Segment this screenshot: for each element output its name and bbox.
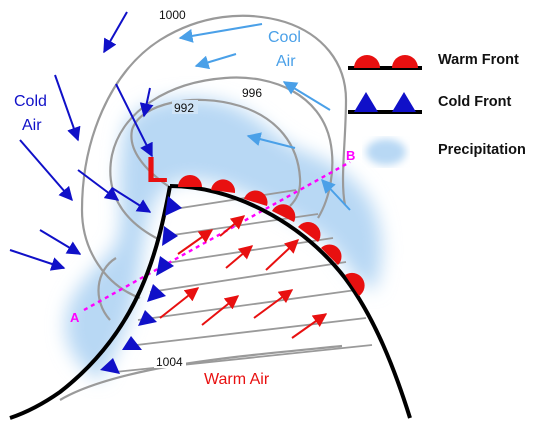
legend-warm-front: Warm Front bbox=[346, 44, 542, 84]
cold-air-arrows bbox=[9, 11, 154, 271]
isobar-1000 bbox=[80, 14, 348, 300]
cool-air-arrows bbox=[178, 23, 351, 211]
cold-air-label-line1: Cold bbox=[14, 93, 47, 110]
isobar-label-1000: 1000 bbox=[159, 8, 186, 22]
legend-precipitation: Precipitation bbox=[346, 130, 542, 170]
precipitation-area bbox=[65, 97, 382, 380]
isobar-label-1004: 1004 bbox=[156, 355, 183, 369]
warm-air-arrows bbox=[159, 215, 328, 339]
legend-precipitation-label: Precipitation bbox=[438, 142, 526, 158]
legend-cold-front: Cold Front bbox=[346, 88, 542, 128]
precipitation-symbol-icon bbox=[366, 139, 406, 165]
isobar-996 bbox=[109, 76, 334, 241]
cold-front-symbol-icon bbox=[348, 92, 422, 114]
warm-front bbox=[169, 175, 412, 419]
cool-air-label-line2: Air bbox=[276, 53, 296, 70]
point-a-label: A bbox=[70, 310, 80, 325]
isobar-992 bbox=[130, 98, 302, 207]
cross-section-line bbox=[83, 160, 351, 312]
cold-front bbox=[9, 185, 182, 420]
isobar-label-992: 992 bbox=[174, 101, 194, 115]
warm-front-symbols bbox=[178, 175, 365, 296]
legend-warm-front-label: Warm Front bbox=[438, 52, 519, 68]
warm-air-label: Warm Air bbox=[204, 371, 270, 388]
warm-front-symbol-icon bbox=[348, 55, 422, 70]
point-b-label: B bbox=[346, 148, 355, 163]
legend-cold-front-label: Cold Front bbox=[438, 94, 512, 110]
low-pressure-label: L bbox=[146, 149, 168, 190]
cold-air-label-line2: Air bbox=[22, 117, 42, 134]
isobar-label-996: 996 bbox=[242, 86, 262, 100]
cool-air-label-line1: Cool bbox=[268, 29, 301, 46]
isobar-arc-left bbox=[97, 257, 117, 321]
cold-front-symbols bbox=[100, 196, 182, 374]
